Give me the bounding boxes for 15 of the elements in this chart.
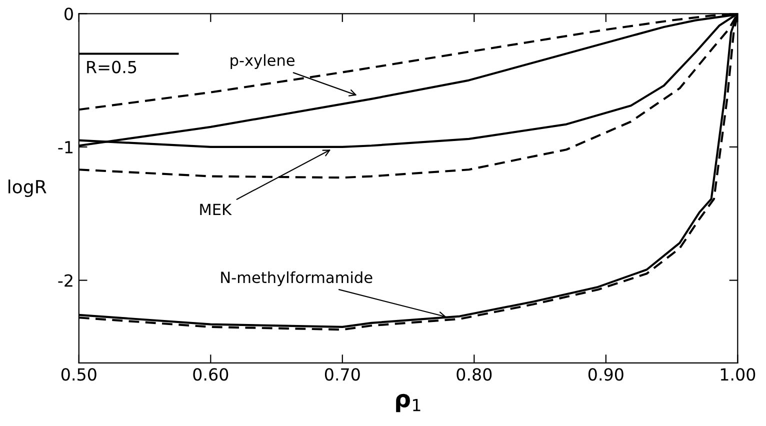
x-tick-label: 1.00: [720, 368, 756, 381]
y-tick-label: 0: [64, 8, 73, 20]
y-tick-label: -1: [58, 141, 72, 154]
x-axis-title: ρ$_{1}$: [396, 394, 420, 412]
x-tick-label: 0.60: [193, 368, 228, 381]
series-label: R=0.5: [87, 60, 136, 74]
y-axis-title: logR: [8, 180, 46, 198]
annotation: N-methylformamide: [221, 271, 372, 286]
x-tick-label: 0.50: [61, 368, 96, 381]
x-tick-label: 0.70: [324, 368, 360, 381]
y-tick-label: -2: [58, 274, 72, 287]
annotation: MEK: [200, 204, 232, 216]
x-tick-label: 0.80: [456, 368, 492, 381]
annotation: p-xylene: [230, 54, 294, 69]
x-tick-label: 0.90: [588, 368, 624, 381]
